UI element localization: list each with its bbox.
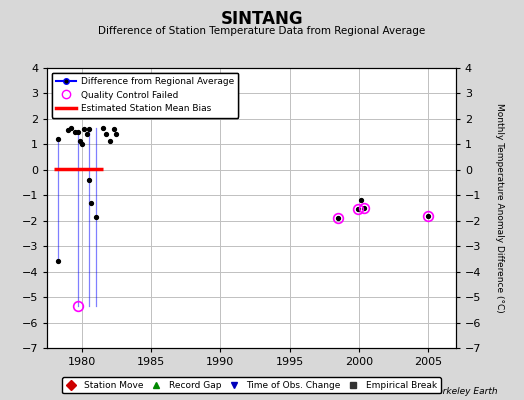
Y-axis label: Monthly Temperature Anomaly Difference (°C): Monthly Temperature Anomaly Difference (… xyxy=(495,103,504,313)
Legend: Station Move, Record Gap, Time of Obs. Change, Empirical Break: Station Move, Record Gap, Time of Obs. C… xyxy=(62,377,441,394)
Text: SINTANG: SINTANG xyxy=(221,10,303,28)
Text: Berkeley Earth: Berkeley Earth xyxy=(431,387,498,396)
Text: Difference of Station Temperature Data from Regional Average: Difference of Station Temperature Data f… xyxy=(99,26,425,36)
Legend: Difference from Regional Average, Quality Control Failed, Estimated Station Mean: Difference from Regional Average, Qualit… xyxy=(52,72,238,118)
